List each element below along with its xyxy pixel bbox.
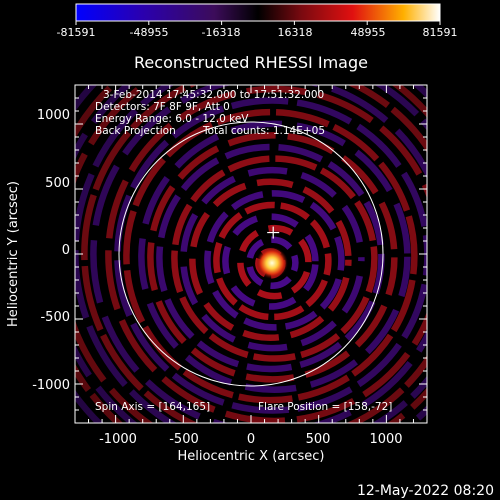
info-energy-range: Energy Range: 6.0 - 12.0 keV xyxy=(95,113,249,125)
y-tick-label: -500 xyxy=(40,310,70,325)
timestamp: 12-May-2022 08:20 xyxy=(357,483,494,499)
modulation-ring xyxy=(114,97,427,414)
modulation-ring xyxy=(189,178,352,342)
modulation-ring xyxy=(90,85,427,423)
modulation-ring xyxy=(171,155,378,362)
solar-limb-circle xyxy=(118,121,384,387)
plot-title: Reconstructed RHESSI Image xyxy=(134,53,368,72)
colorbar-tick-label: 16318 xyxy=(278,26,313,39)
rhessi-image xyxy=(75,85,427,423)
modulation-ring xyxy=(237,224,312,300)
y-tick-label: -1000 xyxy=(32,378,70,393)
y-tick-label: 1000 xyxy=(37,108,70,123)
modulation-ring xyxy=(156,143,385,373)
y-tick-labels: -1000 -500 0 500 1000 xyxy=(32,108,70,393)
axis-ticks xyxy=(75,85,427,423)
modulation-ring xyxy=(246,236,299,290)
colorbar xyxy=(75,3,441,22)
colorbar-tick-label: -48955 xyxy=(130,26,169,39)
colorbar-tick-label: 48955 xyxy=(351,26,386,39)
info-total-counts: Total counts: 1.14E+05 xyxy=(202,125,325,137)
modulation-ring xyxy=(213,201,332,321)
info-time-range: 3-Feb-2014 17:45:32.000 to 17:51:32.000 xyxy=(103,89,324,101)
y-tick-label: 0 xyxy=(62,243,70,258)
modulation-ring xyxy=(123,108,418,404)
x-tick-label: 1000 xyxy=(369,432,402,447)
x-tick-label: 0 xyxy=(247,432,255,447)
modulation-ring xyxy=(147,132,398,383)
colorbar-tick-label: -16318 xyxy=(202,26,241,39)
spin-axis-marker xyxy=(267,226,280,239)
x-tick-labels: -1000 -500 0 500 1000 xyxy=(99,432,402,447)
x-tick-label: 500 xyxy=(306,432,331,447)
flare-position-label: Flare Position = [158,-72] xyxy=(258,401,392,413)
x-axis-label: Heliocentric X (arcsec) xyxy=(178,449,325,464)
modulation-ring xyxy=(105,85,427,423)
flare-source xyxy=(256,247,288,279)
colorbar-labels: -81591 -48955 -16318 16318 48955 81591 xyxy=(57,26,458,39)
colorbar-tick-label: -81591 xyxy=(57,26,96,39)
x-tick-label: -500 xyxy=(169,432,199,447)
modulation-ring xyxy=(81,85,427,423)
x-tick-label: -1000 xyxy=(99,432,137,447)
modulation-ring xyxy=(204,190,345,331)
y-tick-label: 500 xyxy=(45,176,70,191)
y-axis-label: Heliocentric Y (arcsec) xyxy=(6,181,21,327)
info-method: Back Projection xyxy=(95,125,176,137)
modulation-ring xyxy=(180,166,365,352)
colorbar-tick-label: 81591 xyxy=(423,26,458,39)
colorbar-ticks xyxy=(75,21,441,25)
info-detectors: Detectors: 7F 8F 9F, Att 0 xyxy=(95,101,230,113)
spin-axis-label: Spin Axis = [164,165] xyxy=(95,401,210,413)
modulation-ring xyxy=(222,213,319,310)
info-panel: 3-Feb-2014 17:45:32.000 to 17:51:32.000 … xyxy=(95,89,325,137)
